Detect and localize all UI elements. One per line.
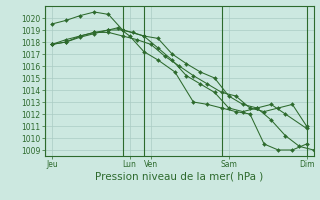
X-axis label: Pression niveau de la mer( hPa ): Pression niveau de la mer( hPa )	[95, 172, 263, 182]
